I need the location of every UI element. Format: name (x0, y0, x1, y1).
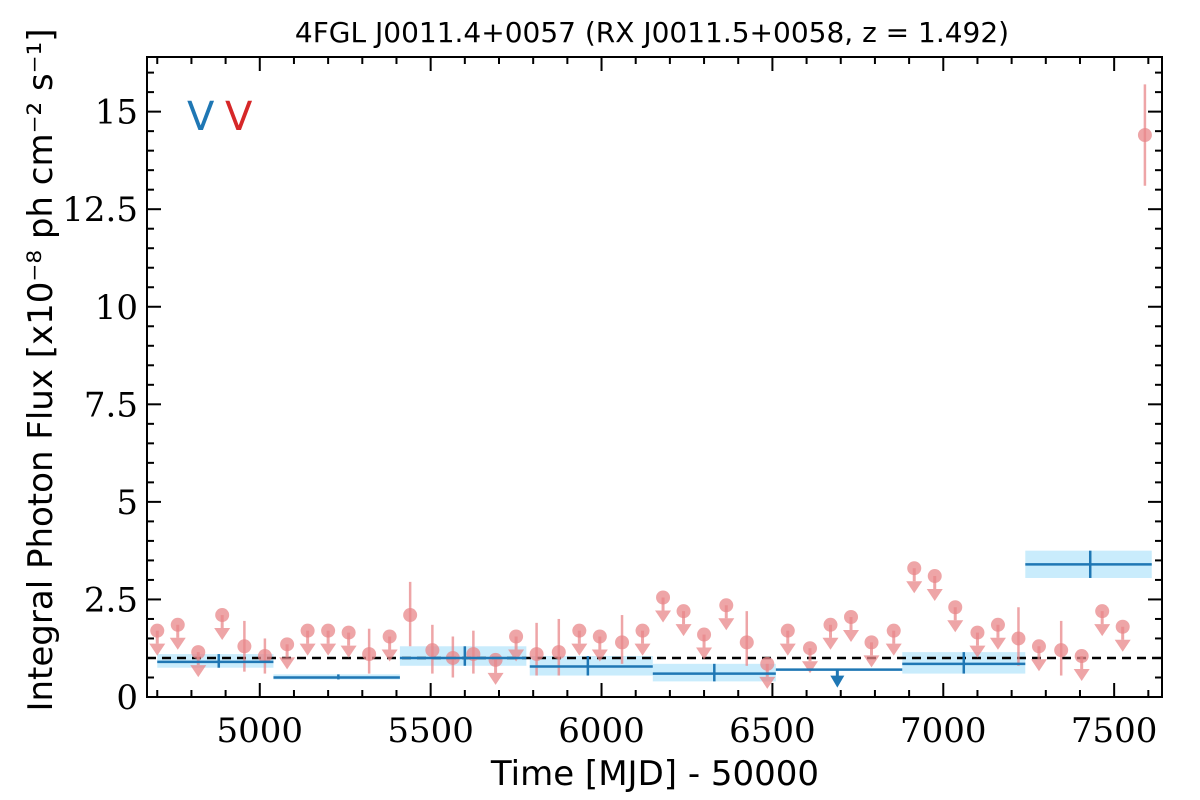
short-bin-ul-arrow (675, 624, 692, 637)
short-bin-point (615, 635, 630, 650)
short-bin-ul-arrow (696, 647, 713, 660)
short-bin-ul-arrow (779, 643, 796, 656)
short-bin-point (1054, 643, 1069, 658)
y-tick-label: 2.5 (84, 580, 138, 620)
x-tick-label: 5500 (387, 711, 474, 751)
chart-title: 4FGL J0011.4+0057 (RX J0011.5+0058, z = … (295, 16, 1009, 49)
short-bin-ul-arrow (149, 643, 166, 656)
short-bin-ul-arrow (759, 676, 776, 689)
y-tick-label: 5 (116, 483, 138, 523)
x-axis-ticks: 5000 5500 6000 6500 7000 7500 (156, 57, 1158, 751)
short-bin-ul-arrow (801, 661, 818, 674)
short-bin-point (237, 639, 252, 654)
long-bin-lines (157, 550, 1152, 688)
short-bin-point (529, 647, 544, 662)
x-tick-label: 5000 (217, 711, 304, 751)
short-bin-ul-arrow (320, 643, 337, 656)
y-axis-label: Integral Photon Flux [x10⁻⁸ ph cm⁻² s⁻¹] (21, 28, 61, 711)
y-axis-ticks: 0 2.5 5 7.5 10 12.5 15 (62, 71, 1162, 718)
short-bin-ul-arrow (299, 643, 316, 656)
short-bin-ul-arrow (214, 628, 231, 641)
short-bin-ul-arrow (885, 643, 902, 656)
y-tick-label: 10 (95, 288, 138, 328)
short-bin-ul-arrow (487, 672, 504, 685)
short-bin-point (551, 645, 566, 660)
short-bin-ul-arrow (508, 649, 525, 662)
short-bin-ul-arrow (340, 645, 357, 658)
short-bin-ul-arrow (843, 630, 860, 642)
short-bin-ul-arrow (1030, 659, 1047, 672)
short-bin-ul-arrow (989, 637, 1006, 650)
short-bin-ul-arrow (571, 643, 588, 656)
short-bin-ul-arrow (591, 649, 608, 662)
long-bin-ul-arrow (830, 675, 845, 688)
short-bin-ul-arrow (381, 649, 398, 662)
short-bin-point (425, 643, 440, 658)
short-bin-ul-arrow (190, 665, 207, 678)
short-bin-point (1137, 128, 1152, 143)
short-bin-ul-arrow (947, 620, 964, 633)
y-tick-label: 7.5 (84, 385, 138, 425)
y-tick-label: 15 (95, 93, 138, 133)
short-bin-ul-arrow (1094, 624, 1111, 637)
x-tick-label: 6500 (729, 711, 816, 751)
short-bin-ul-arrow (634, 643, 651, 656)
long-bin-error-band (399, 646, 527, 666)
y-tick-label: 12.5 (62, 190, 138, 230)
marker-v-blue: V (187, 94, 215, 140)
short-bin-ul-arrow (969, 645, 986, 658)
short-bin-ul-arrow (169, 637, 186, 650)
short-bin-point (362, 647, 377, 662)
short-bin-ul-arrow (655, 610, 672, 623)
x-tick-label: 7500 (1071, 711, 1158, 751)
x-tick-label: 7000 (900, 711, 987, 751)
short-bin-ul-arrow (926, 589, 943, 602)
short-bin-point (739, 635, 754, 650)
short-bin-point (403, 608, 418, 623)
short-bin-ul-arrow (1114, 639, 1131, 652)
short-bin-ul-arrow (279, 657, 296, 670)
y-tick-label: 0 (116, 678, 138, 718)
plot-frame (146, 56, 1163, 698)
short-bin-points (149, 84, 1152, 689)
short-bin-ul-arrow (1073, 669, 1090, 682)
short-bin-ul-arrow (822, 637, 839, 650)
short-bin-point (1011, 631, 1026, 646)
short-bin-point (257, 649, 272, 664)
short-bin-ul-arrow (863, 655, 880, 668)
short-bin-ul-arrow (718, 618, 735, 631)
x-tick-label: 6000 (558, 711, 645, 751)
x-axis-label: Time [MJD] - 50000 (490, 754, 819, 794)
short-bin-ul-arrow (906, 581, 923, 594)
marker-v-red: V (225, 94, 253, 140)
